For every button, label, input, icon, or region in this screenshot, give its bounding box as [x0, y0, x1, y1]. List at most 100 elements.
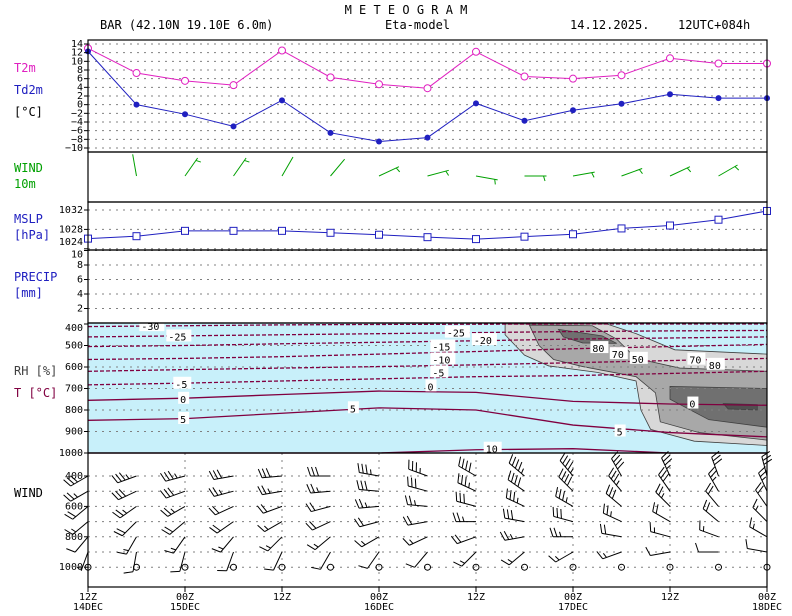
- barb-staff: [476, 176, 498, 180]
- barb-feather: [559, 469, 563, 477]
- upper-wind-barb: [597, 551, 622, 558]
- isotherm-label-group: -10: [430, 352, 455, 366]
- rh-label-group: 80: [707, 358, 725, 372]
- barb-feather: [714, 459, 721, 465]
- upper-wind-barb: [612, 452, 624, 476]
- barb-half-feather: [611, 511, 612, 516]
- barb-staff: [408, 486, 427, 491]
- barb-feather: [650, 522, 651, 531]
- t2m-point: [279, 47, 286, 54]
- mslp-point: [279, 227, 286, 234]
- barb-feather: [609, 487, 612, 496]
- isotherm-label-group: -25: [166, 329, 191, 343]
- barb-staff: [71, 491, 88, 501]
- rh-pressure-tick-label: 500: [65, 341, 83, 352]
- date-label: 14.12.2025.: [570, 18, 649, 32]
- upper-wind-barb: [459, 457, 476, 476]
- barb-feather: [403, 538, 410, 545]
- barb-feather: [465, 477, 466, 486]
- isotherm-label: -10: [432, 355, 450, 366]
- time-tick-hour: 12Z: [661, 592, 679, 603]
- barb-feather: [708, 486, 713, 494]
- barb-half-feather: [171, 509, 175, 513]
- barb-half-feather: [244, 160, 249, 162]
- barb-staff: [602, 533, 622, 536]
- upper-wind-barb: [160, 488, 185, 498]
- barb-feather: [746, 539, 747, 548]
- upper-wind-barb: [746, 539, 767, 552]
- mslp-point: [715, 216, 722, 223]
- barb-staff: [462, 552, 476, 566]
- barb-half-feather: [517, 498, 518, 503]
- t2m-point: [570, 75, 577, 82]
- time-tick-day: 17DEC: [558, 602, 588, 612]
- barb-feather: [750, 518, 752, 527]
- barb-staff: [331, 159, 345, 176]
- barb-half-feather: [268, 489, 270, 494]
- barb-feather: [518, 462, 521, 471]
- isotherm-label-group: -5: [430, 365, 448, 379]
- barb-half-feather: [555, 556, 559, 560]
- barb-half-feather: [175, 474, 178, 478]
- barb-half-feather: [266, 546, 271, 548]
- barb-half-feather: [753, 524, 754, 529]
- barb-half-feather: [123, 549, 128, 550]
- td2m-point: [522, 118, 528, 124]
- barb-feather: [758, 486, 764, 494]
- barb-feather: [504, 531, 509, 539]
- barb-half-feather: [616, 481, 619, 485]
- barb-staff: [268, 537, 282, 551]
- rh-label: 80: [709, 361, 721, 372]
- temp-tick-label: 14: [71, 39, 83, 50]
- isotherm-label-group: -30: [139, 319, 164, 333]
- barb-feather: [405, 495, 407, 504]
- isotherm-label: -25: [447, 329, 465, 340]
- upper-wind-barb: [112, 473, 137, 483]
- barb-feather: [756, 482, 762, 490]
- panel-frame: [88, 453, 767, 587]
- isotherm-label: -25: [168, 332, 186, 343]
- upper-wind-barb: [650, 522, 670, 537]
- barb-feather: [409, 496, 411, 505]
- barb-half-feather: [219, 490, 222, 494]
- isotherm-label-group: 5: [178, 412, 189, 426]
- barb-staff: [556, 496, 573, 506]
- upper-wind-barb: [706, 483, 719, 506]
- wind10-barb: [670, 167, 691, 176]
- td2m-point: [328, 130, 334, 136]
- t2m-label: T2m: [14, 61, 36, 75]
- upper-wind-barb: [500, 531, 524, 540]
- barb-staff: [457, 501, 476, 506]
- upper-wind-barb: [549, 552, 573, 562]
- upper-wind-label: WIND: [14, 486, 43, 500]
- barb-feather: [466, 461, 468, 470]
- barb-feather: [511, 473, 514, 482]
- barb-staff: [315, 537, 330, 550]
- barb-staff: [747, 549, 767, 552]
- barb-feather: [460, 493, 461, 502]
- barb-feather: [366, 465, 367, 474]
- barb-staff: [263, 506, 282, 513]
- barb-staff: [217, 522, 233, 533]
- upper-wind-barb: [306, 521, 331, 530]
- t2m-point: [521, 73, 528, 80]
- barb-staff: [573, 172, 595, 176]
- barb-half-feather: [460, 561, 465, 563]
- barb-half-feather: [495, 179, 496, 184]
- barb-feather: [411, 478, 412, 487]
- barb-feather: [559, 489, 561, 498]
- barb-feather: [362, 464, 363, 473]
- barb-feather: [462, 459, 464, 468]
- t2m-point: [182, 77, 189, 84]
- upper-wind-barb: [662, 451, 672, 476]
- td2m-point: [182, 111, 188, 117]
- barb-feather: [415, 479, 416, 488]
- td2m-point: [134, 102, 140, 108]
- barb-half-feather: [521, 469, 523, 474]
- wind10-barb: [719, 165, 739, 176]
- upper-wind-barb: [656, 484, 670, 507]
- barb-half-feather: [510, 534, 512, 539]
- barb-feather: [170, 571, 179, 572]
- barb-feather: [117, 529, 125, 533]
- barb-half-feather: [414, 500, 415, 505]
